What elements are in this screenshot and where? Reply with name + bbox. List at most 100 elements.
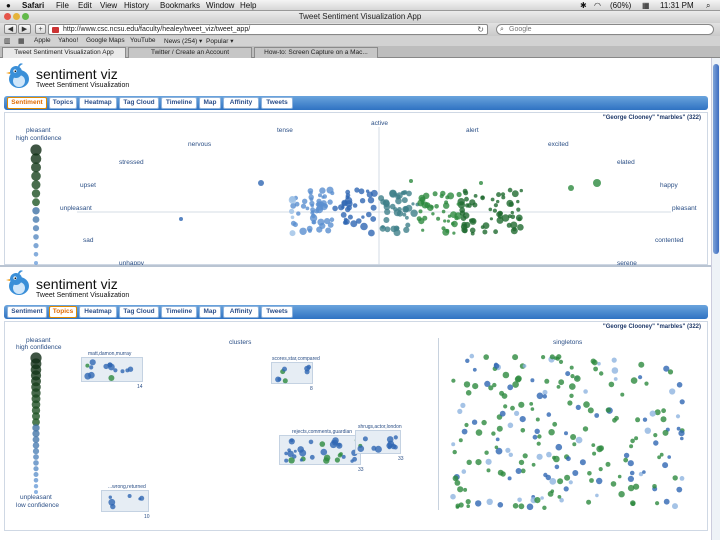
singleton-point xyxy=(472,383,479,390)
singleton-point xyxy=(623,457,629,463)
bookmark-news[interactable]: News (254) ▾ xyxy=(164,38,203,45)
tweet-point xyxy=(469,227,476,234)
cluster-wrong-returned[interactable]: ...wrong,returned 10 xyxy=(101,484,150,520)
minimize-window-icon[interactable] xyxy=(13,13,20,20)
singletons-scatter[interactable] xyxy=(449,352,689,512)
menu-help[interactable]: Help xyxy=(240,1,257,10)
bluetooth-icon[interactable]: ✱ xyxy=(580,1,587,10)
singleton-point xyxy=(544,378,550,384)
reading-list-icon[interactable]: ▥ xyxy=(4,38,11,45)
singleton-point xyxy=(530,407,535,411)
spotlight-icon[interactable]: ⌕ xyxy=(706,1,711,10)
tab-tweets[interactable]: Tweets xyxy=(261,306,293,318)
close-window-icon[interactable] xyxy=(4,13,11,20)
tweet-point xyxy=(403,226,410,233)
menu-file[interactable]: File xyxy=(56,1,69,10)
tab-tweets[interactable]: Tweets xyxy=(261,97,293,109)
tab-heatmap[interactable]: Heatmap xyxy=(79,306,117,318)
cluster-point xyxy=(371,445,377,451)
menu-view[interactable]: View xyxy=(100,1,118,10)
cluster-rejects-comments[interactable]: rejects,comments,guardian 33 xyxy=(279,429,364,473)
tab-topics[interactable]: Topics xyxy=(49,306,77,318)
tweet-point xyxy=(436,216,441,221)
address-bar[interactable]: http://www.csc.ncsu.edu/faculty/healey/t… xyxy=(48,24,488,35)
tab-sentiment[interactable]: Sentiment xyxy=(7,306,47,318)
bookmark-youtube[interactable]: YouTube xyxy=(130,37,156,44)
browser-tab-twitter[interactable]: Twitter / Create an Account xyxy=(128,47,252,58)
singleton-point xyxy=(678,430,685,437)
tab-map[interactable]: Map xyxy=(199,97,221,109)
page-scrollbar[interactable] xyxy=(711,58,720,540)
tweet-point xyxy=(480,195,485,201)
cluster-point xyxy=(287,450,294,457)
singleton-point xyxy=(556,385,561,389)
singleton-point xyxy=(483,354,489,360)
emotion-unpleasant: unpleasant xyxy=(60,205,92,212)
singleton-point xyxy=(567,400,573,406)
scrollbar-thumb[interactable] xyxy=(713,64,719,254)
zoom-window-icon[interactable] xyxy=(22,13,29,20)
legend-circle xyxy=(34,261,38,265)
menu-history[interactable]: History xyxy=(124,1,149,10)
cluster-matt-damon[interactable]: matt,damon,murray 14 xyxy=(81,351,143,390)
singleton-point xyxy=(591,359,598,366)
tab-tag-cloud[interactable]: Tag Cloud xyxy=(119,306,159,318)
sentiment-app: sentiment viz Tweet Sentiment Visualizat… xyxy=(0,58,711,265)
legend-unpleasant-label: unpleasant xyxy=(20,494,52,501)
tab-affinity[interactable]: Affinity xyxy=(223,97,259,109)
singleton-point xyxy=(542,505,547,510)
emotion-sad: sad xyxy=(83,237,94,244)
tweet-point xyxy=(327,222,334,228)
tweet-point xyxy=(456,202,460,206)
tweet-point xyxy=(473,194,478,198)
browser-tab-tweet-app[interactable]: Tweet Sentiment Visualization App xyxy=(2,47,126,58)
tweet-point xyxy=(432,191,438,197)
tab-sentiment[interactable]: Sentiment xyxy=(7,97,47,109)
topics-app: sentiment viz Tweet Sentiment Visualizat… xyxy=(0,267,711,540)
search-field[interactable]: ⌕ Google xyxy=(496,24,714,35)
cluster-scores-star[interactable]: scores,star,compared 8 xyxy=(271,356,320,392)
emotion-stressed: stressed xyxy=(119,159,144,166)
singleton-point xyxy=(497,502,504,508)
tweet-point xyxy=(443,219,447,223)
app-title: sentiment viz xyxy=(36,276,118,292)
menu-edit[interactable]: Edit xyxy=(78,1,92,10)
flag-icon[interactable]: ▦ xyxy=(642,1,650,10)
menu-window[interactable]: Window xyxy=(206,1,235,10)
back-button[interactable]: ◀ xyxy=(4,24,17,34)
singleton-point xyxy=(488,385,494,391)
tweet-point xyxy=(456,191,462,198)
tab-timeline[interactable]: Timeline xyxy=(161,306,197,318)
singleton-point xyxy=(611,357,617,363)
bookmark-popular[interactable]: Popular ▾ xyxy=(206,38,234,45)
tweet-point xyxy=(479,181,483,185)
bookmark-google-maps[interactable]: Google Maps xyxy=(86,37,125,44)
apple-menu-icon[interactable]: ● xyxy=(6,1,11,10)
tab-affinity[interactable]: Affinity xyxy=(223,306,259,318)
wifi-icon[interactable]: ◠ xyxy=(594,1,601,10)
sentiment-scatter-plot[interactable] xyxy=(51,113,707,265)
tab-timeline[interactable]: Timeline xyxy=(161,97,197,109)
browser-tab-howto[interactable]: How-to: Screen Capture on a Mac... xyxy=(254,47,378,58)
bookmark-apple[interactable]: Apple xyxy=(34,37,51,44)
add-bookmark-button[interactable]: + xyxy=(35,24,46,34)
legend-circle xyxy=(33,460,39,466)
singleton-point xyxy=(669,388,676,395)
top-sites-icon[interactable]: ▦ xyxy=(18,38,25,45)
forward-button[interactable]: ▶ xyxy=(18,24,31,34)
topics-legend-circles xyxy=(30,352,42,494)
battery-status[interactable]: (60%) xyxy=(610,1,632,10)
reload-icon[interactable]: ↻ xyxy=(477,25,484,34)
tab-map[interactable]: Map xyxy=(199,306,221,318)
tab-topics[interactable]: Topics xyxy=(49,97,77,109)
tweet-point xyxy=(409,179,413,183)
tab-tag-cloud[interactable]: Tag Cloud xyxy=(119,97,159,109)
singleton-point xyxy=(629,470,635,476)
tab-heatmap[interactable]: Heatmap xyxy=(79,97,117,109)
menu-bookmarks[interactable]: Bookmarks xyxy=(160,1,201,10)
cluster-shrugs-actor[interactable]: shrugs,actor,london 33 xyxy=(355,424,404,462)
menu-app-name[interactable]: Safari xyxy=(22,1,45,10)
bookmark-yahoo[interactable]: Yahoo! xyxy=(58,37,79,44)
tweet-point xyxy=(517,224,524,231)
clock[interactable]: 11:31 PM xyxy=(660,1,694,10)
